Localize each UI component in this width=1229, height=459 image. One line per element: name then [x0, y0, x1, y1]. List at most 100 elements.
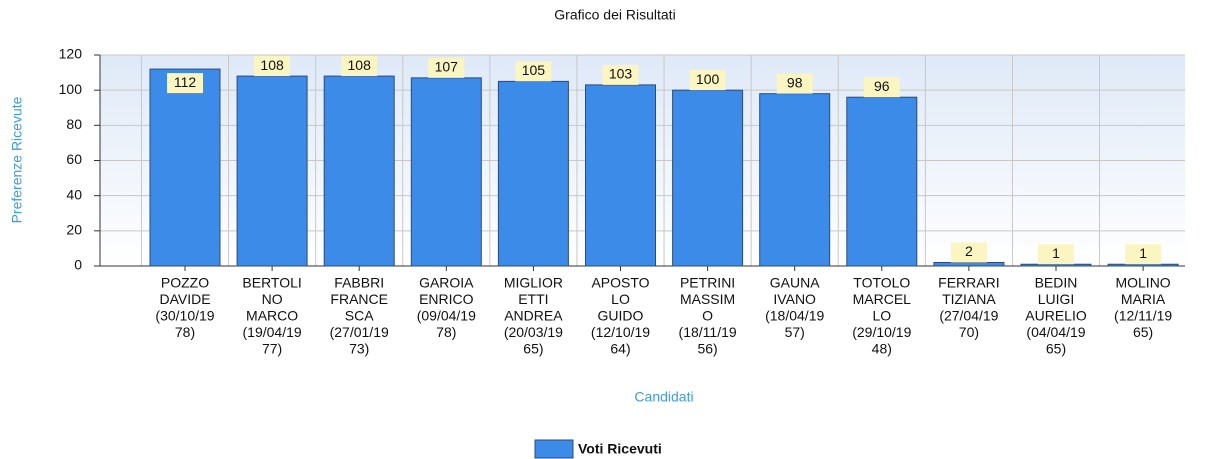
- x-tick-label: (29/10/19: [852, 324, 911, 340]
- x-tick-label: APOSTO: [591, 275, 649, 291]
- value-label: 108: [348, 57, 372, 73]
- x-tick-label: FABBRI: [334, 275, 384, 291]
- value-label: 107: [435, 59, 459, 75]
- legend-label: Voti Ricevuti: [578, 441, 662, 457]
- y-tick-label: 40: [66, 186, 82, 202]
- value-label-box: [602, 64, 639, 85]
- chart-title: Grafico dei Risultati: [554, 7, 675, 23]
- legend-swatch: [534, 439, 574, 459]
- y-tick-label: 120: [59, 46, 83, 62]
- value-label: 2: [965, 243, 973, 259]
- value-label-box: [428, 57, 465, 78]
- x-tick-label: GAROIA: [419, 275, 474, 291]
- value-label-box: [1125, 244, 1162, 265]
- value-label: 112: [174, 74, 197, 90]
- bar: [846, 96, 918, 267]
- value-label-box: [863, 77, 900, 98]
- x-tick-label: MIGLIOR: [504, 275, 563, 291]
- y-axis-title: Preferenze Ricevute: [9, 96, 25, 223]
- bar: [933, 261, 1005, 267]
- y-tick-label: 20: [66, 222, 82, 238]
- value-label: 103: [609, 66, 633, 82]
- x-tick-label: FERRARI: [938, 275, 999, 291]
- x-tick-label: BEDIN: [1035, 275, 1078, 291]
- x-tick-label: BERTOLI: [242, 275, 301, 291]
- x-tick-label: PETRINI: [680, 275, 735, 291]
- x-tick-label: (19/04/19: [243, 324, 302, 340]
- x-tick-label: 65): [523, 341, 543, 357]
- bar: [672, 89, 744, 267]
- x-tick-label: NO: [262, 291, 283, 307]
- bar: [323, 75, 395, 267]
- x-tick-label: GUIDO: [598, 308, 644, 324]
- x-tick-label: MARIA: [1121, 291, 1166, 307]
- x-tick-label: 77): [262, 341, 282, 357]
- bar: [585, 84, 656, 267]
- value-label: 1: [1052, 245, 1060, 261]
- value-label: 100: [696, 71, 720, 87]
- x-tick-label: SCA: [345, 308, 374, 324]
- value-label-box: [950, 242, 987, 263]
- x-tick-label: (12/11/19: [1114, 308, 1172, 324]
- x-tick-label: (18/11/19: [679, 324, 737, 340]
- x-tick-label: MASSIM: [680, 291, 735, 307]
- x-tick-label: 64): [610, 341, 630, 357]
- bar: [759, 93, 831, 267]
- value-label-box: [341, 56, 378, 77]
- y-tick-label: 60: [66, 151, 82, 167]
- x-tick-label: IVANO: [773, 291, 816, 307]
- bar: [410, 77, 482, 267]
- bar: [1107, 263, 1179, 267]
- x-tick-label: (09/04/19: [417, 308, 476, 324]
- y-tick-label: 0: [74, 257, 82, 273]
- x-tick-label: FRANCE: [330, 291, 388, 307]
- x-tick-label: (18/04/19: [765, 308, 824, 324]
- x-tick-label: (12/10/19: [591, 324, 650, 340]
- value-label-box: [167, 73, 203, 94]
- x-axis-title: Candidati: [634, 389, 693, 405]
- x-tick-label: 73): [349, 341, 369, 357]
- x-tick-label: (27/01/19: [330, 324, 389, 340]
- x-tick-label: MARCO: [246, 308, 298, 324]
- value-label: 96: [874, 78, 890, 94]
- x-tick-label: (20/03/19: [504, 324, 563, 340]
- x-tick-label: 78): [436, 324, 456, 340]
- x-tick-label: O: [702, 308, 713, 324]
- x-tick-label: GAUNA: [770, 275, 820, 291]
- value-label: 105: [522, 62, 546, 78]
- x-tick-label: POZZO: [161, 275, 209, 291]
- value-label: 1: [1139, 245, 1147, 261]
- x-tick-label: TOTOLO: [853, 275, 910, 291]
- x-tick-label: 56): [697, 341, 717, 357]
- x-tick-label: 70): [959, 324, 979, 340]
- x-tick-label: MOLINO: [1115, 275, 1170, 291]
- x-tick-label: (27/04/19: [939, 308, 998, 324]
- bar: [1020, 263, 1092, 267]
- x-tick-label: 78): [175, 324, 195, 340]
- value-label-box: [689, 70, 726, 91]
- x-tick-label: LUIGI: [1038, 291, 1075, 307]
- x-tick-label: AURELIO: [1025, 308, 1087, 324]
- x-tick-label: TIZIANA: [942, 291, 996, 307]
- x-tick-label: (30/10/19: [155, 308, 214, 324]
- x-tick-label: 65): [1046, 341, 1066, 357]
- x-tick-label: 48): [872, 341, 892, 357]
- x-tick-label: 65): [1133, 324, 1153, 340]
- x-tick-label: DAVIDE: [159, 291, 210, 307]
- value-label: 108: [260, 57, 284, 73]
- y-tick-label: 80: [66, 116, 82, 132]
- x-tick-label: MARCEL: [853, 291, 912, 307]
- x-tick-label: LO: [611, 291, 630, 307]
- value-label-box: [254, 56, 291, 77]
- x-tick-label: (04/04/19: [1026, 324, 1085, 340]
- value-label-box: [1038, 244, 1074, 265]
- x-tick-label: ENRICO: [419, 291, 474, 307]
- value-label-box: [515, 61, 552, 82]
- value-label-box: [776, 73, 813, 94]
- x-tick-label: 57): [785, 324, 805, 340]
- bar: [149, 68, 221, 267]
- value-label: 98: [787, 74, 803, 90]
- x-tick-label: LO: [872, 308, 891, 324]
- x-tick-label: ETTI: [518, 291, 548, 307]
